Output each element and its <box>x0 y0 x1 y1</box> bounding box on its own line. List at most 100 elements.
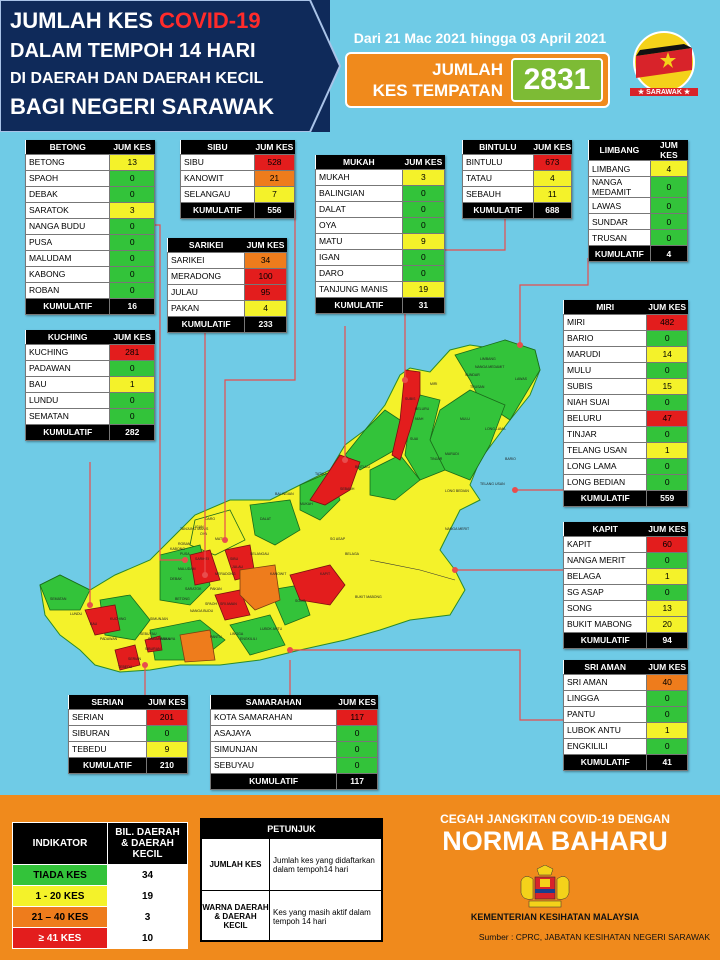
district-row: MERADONG 100 <box>166 267 287 285</box>
sriaman-division-table: SRI AMAN JUM KES SRI AMAN 40 LINGGA 0 PANTU 0 LU… <box>562 660 688 771</box>
kumulatif-value: 16 <box>109 297 155 315</box>
header-panel: JUMLAH KES COVID-19 DALAM TEMPOH 14 HARI… <box>0 0 342 132</box>
district-cases: 3 <box>401 168 446 186</box>
district-cases: 34 <box>244 251 287 269</box>
map-label: PADAWAN <box>100 637 118 641</box>
district-name: MUKAH <box>315 168 403 186</box>
district-row: MALUDAM 0 <box>24 249 155 267</box>
map-label: SEMATAN <box>50 597 67 601</box>
district-row: SELANGAU 7 <box>180 185 296 203</box>
district-name: PADAWAN <box>24 359 111 377</box>
district-row: SERIAN 201 <box>68 708 189 726</box>
district-name: OYA <box>315 216 403 234</box>
kumulatif-label: KUMULATIF <box>24 423 111 441</box>
district-row: LONG LAMA 0 <box>562 457 688 475</box>
map-label: MUKAH <box>300 502 313 506</box>
division-name: MUKAH <box>315 155 403 169</box>
district-row: BUKIT MABONG 20 <box>562 615 688 633</box>
district-name: DARO <box>315 264 403 282</box>
district-cases: 0 <box>649 229 689 246</box>
district-cases: 0 <box>646 689 688 707</box>
district-name: SIBURAN <box>68 724 147 742</box>
column-header: JUM KES <box>646 660 688 674</box>
district-name: TATAU <box>462 169 534 187</box>
legend-count: 10 <box>107 927 188 949</box>
map-label: TRUSAN <box>470 385 485 389</box>
district-cases: 13 <box>646 599 688 617</box>
district-cases: 0 <box>401 200 446 218</box>
district-name: JULAU <box>166 283 246 301</box>
district-name: BARIO <box>562 329 648 347</box>
kuching-division-table: KUCHING JUM KES KUCHING 281 PADAWAN 0 BAU 1 LUND… <box>24 330 155 441</box>
title-line-2: DALAM TEMPOH 14 HARI <box>10 40 256 62</box>
map-label: BUKIT MABONG <box>355 595 382 599</box>
district-name: NANGA MEDAMIT <box>588 176 651 198</box>
sarawak-flag-icon <box>633 31 695 93</box>
title-covid: COVID-19 <box>159 8 261 33</box>
petunjuk-row: WARNA DAERAH & DAERAH KECIL Kes yang mas… <box>202 890 381 942</box>
district-name: MERADONG <box>166 267 246 285</box>
district-name: MIRI <box>562 313 648 331</box>
district-row: JULAU 95 <box>166 283 287 301</box>
kumulatif-row: KUMULATIF 31 <box>315 296 446 314</box>
map-label: TANJUNG MANIS <box>180 527 209 531</box>
district-row: DEBAK 0 <box>24 185 155 203</box>
district-cases: 0 <box>109 233 155 251</box>
kumulatif-label: KUMULATIF <box>166 315 246 333</box>
kumulatif-label: KUMULATIF <box>68 756 147 774</box>
district-name: TEBEDU <box>68 740 147 758</box>
district-row: TELANG USAN 1 <box>562 441 688 459</box>
map-label: SARATOK <box>185 587 202 591</box>
column-header: JUM KES <box>533 140 572 154</box>
map-label: LONG LAMA <box>485 427 506 431</box>
district-row: OYA 0 <box>315 216 446 234</box>
district-cases: 0 <box>109 359 155 377</box>
district-name: TRUSAN <box>588 229 651 246</box>
map-label: TELANG USAN <box>480 482 505 486</box>
map-label: SIBU <box>230 557 239 561</box>
district-row: PAKAN 4 <box>166 299 287 317</box>
district-name: MATU <box>315 232 403 250</box>
district-name: MALUDAM <box>24 249 111 267</box>
map-label: BELAGA <box>345 552 360 556</box>
district-name: KOTA SAMARAHAN <box>209 708 338 726</box>
kumulatif-row: KUMULATIF 688 <box>462 201 573 219</box>
district-cases: 0 <box>145 724 189 742</box>
legend-row: ≥ 41 KES 10 <box>12 927 188 949</box>
district-row: NANGA MEDAMIT 0 <box>588 176 689 198</box>
district-cases: 673 <box>532 153 573 171</box>
kumulatif-row: KUMULATIF 559 <box>562 489 688 507</box>
column-header: JUM KES <box>646 300 688 314</box>
division-name: SRI AMAN <box>563 660 647 674</box>
mukah-division-table: MUKAH JUM KES MUKAH 3 BALINGIAN 0 DALAT 0 OYA 0 MA… <box>315 155 446 314</box>
division-name: MIRI <box>563 300 647 314</box>
district-row: PUSA 0 <box>24 233 155 251</box>
district-name: SELANGAU <box>180 185 255 203</box>
division-name: SIBU <box>180 140 255 154</box>
map-label: IGAN <box>195 525 204 529</box>
bintulu-division-table: BINTULU JUM KES BINTULU 673 TATAU 4 SEBAUH 11 KU… <box>462 140 573 219</box>
district-name: KANOWIT <box>180 169 255 187</box>
map-label: MIRI <box>430 382 437 386</box>
district-row: DARO 0 <box>315 264 446 282</box>
district-cases: 95 <box>244 283 287 301</box>
district-row: SUNDAR 0 <box>588 213 689 230</box>
district-name: SARIKEI <box>166 251 246 269</box>
map-label: NANGA BUDU <box>190 609 214 613</box>
district-name: SUNDAR <box>588 213 651 230</box>
district-cases: 117 <box>336 708 378 726</box>
kumulatif-row: KUMULATIF 233 <box>166 315 287 333</box>
column-header: JUM KES <box>146 695 188 709</box>
district-name: SERIAN <box>68 708 147 726</box>
district-name: MULU <box>562 361 648 379</box>
district-cases: 0 <box>646 425 688 443</box>
map-label: NANGA MEDAMIT <box>475 365 505 369</box>
district-name: ASAJAYA <box>209 724 338 742</box>
district-name: PAKAN <box>166 299 246 317</box>
district-row: BELURU 47 <box>562 409 688 427</box>
kumulatif-row: KUMULATIF 94 <box>562 631 688 649</box>
map-label: BALINGIAN <box>275 492 294 496</box>
district-name: LAWAS <box>588 197 651 214</box>
petunjuk-key: JUMLAH KES <box>202 839 270 890</box>
district-name: KUCHING <box>24 343 111 361</box>
